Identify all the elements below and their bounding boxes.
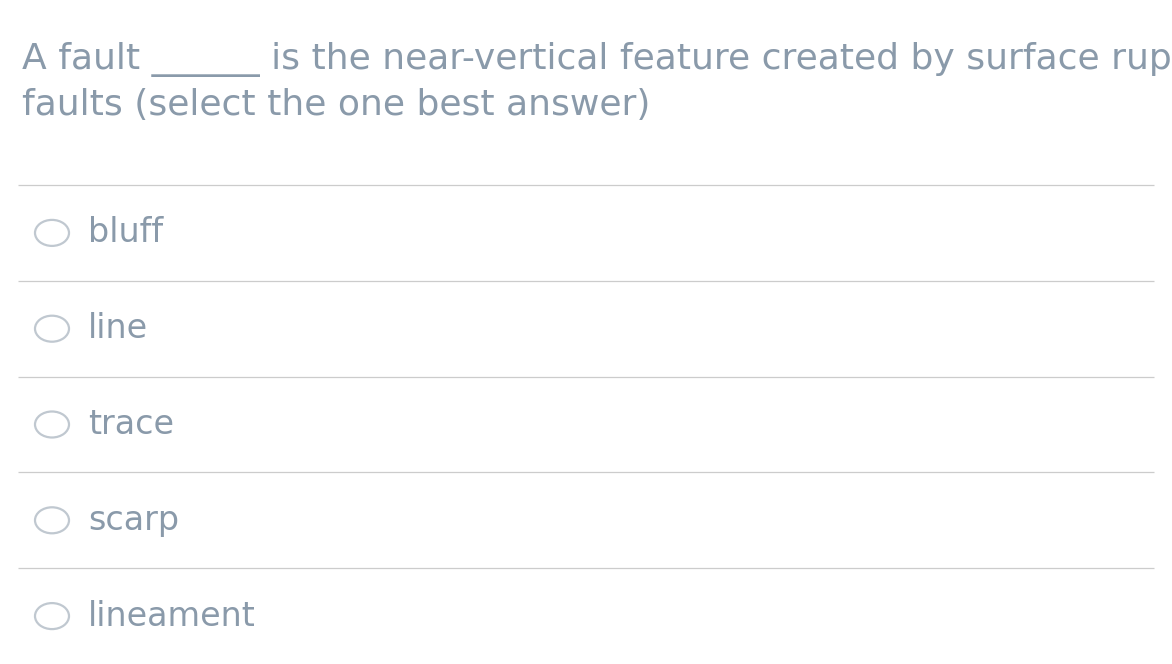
- Text: line: line: [88, 312, 148, 345]
- Text: lineament: lineament: [88, 600, 255, 633]
- Text: faults (select the one best answer): faults (select the one best answer): [22, 88, 650, 122]
- Text: trace: trace: [88, 408, 173, 441]
- Text: bluff: bluff: [88, 216, 163, 250]
- Text: A fault ______ is the near-vertical feature created by surface rupture on: A fault ______ is the near-vertical feat…: [22, 42, 1172, 77]
- Text: scarp: scarp: [88, 504, 179, 537]
